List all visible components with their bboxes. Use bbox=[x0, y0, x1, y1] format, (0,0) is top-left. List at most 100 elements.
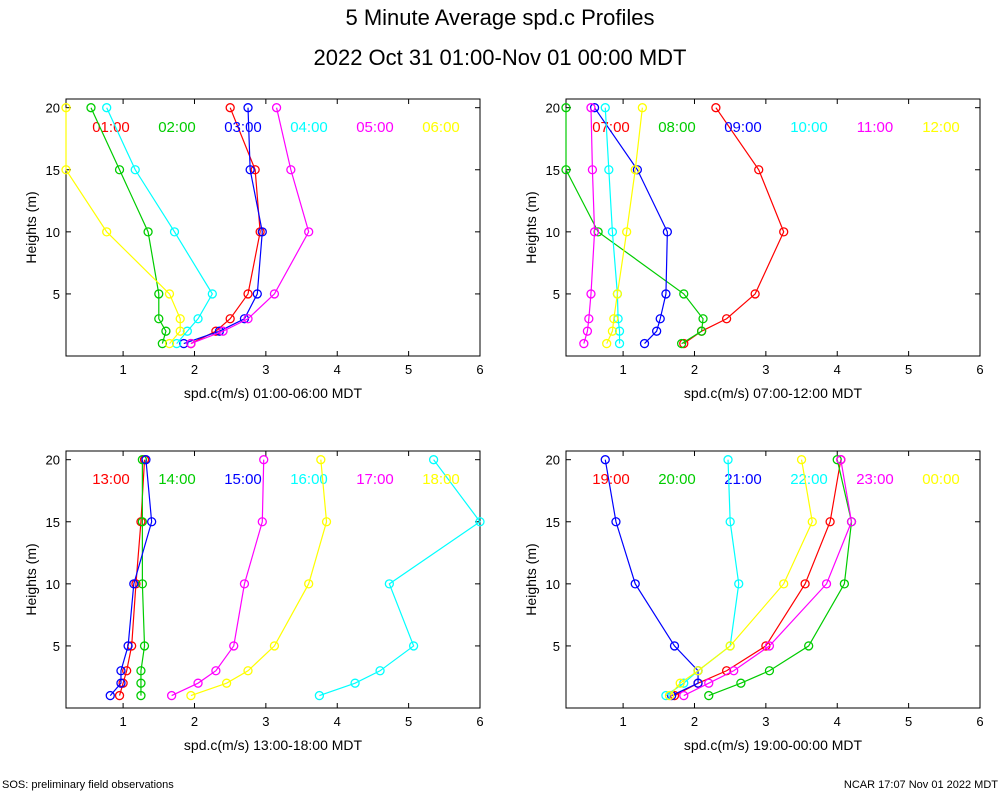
series-line-1900 bbox=[674, 459, 842, 697]
data-point bbox=[630, 165, 640, 175]
data-point bbox=[604, 165, 614, 175]
data-point bbox=[600, 455, 610, 465]
data-point bbox=[221, 678, 232, 688]
footer-note: SOS: preliminary field observations bbox=[2, 779, 174, 791]
data-point bbox=[723, 455, 733, 465]
data-point bbox=[182, 326, 192, 336]
y-tick-label: 10 bbox=[46, 577, 60, 592]
x-tick-label: 6 bbox=[476, 714, 483, 729]
data-point bbox=[836, 455, 846, 465]
data-point bbox=[664, 690, 675, 701]
data-point bbox=[561, 103, 571, 113]
data-point bbox=[122, 666, 132, 676]
data-point bbox=[639, 338, 650, 349]
chart-panel-2: 1 2 3 4 5 6 5 10 15 20 spd.c(m/s) 07:00-12:00 MDT H… bbox=[523, 98, 984, 401]
x-tick-label: 3 bbox=[262, 714, 269, 729]
legend-entry: 07:00 bbox=[592, 119, 630, 136]
data-point bbox=[147, 517, 157, 527]
legend-entry: 17:00 bbox=[356, 471, 394, 488]
data-point bbox=[175, 314, 185, 324]
y-tick-label: 20 bbox=[46, 101, 60, 116]
legend-entry: 20:00 bbox=[658, 471, 696, 488]
data-point bbox=[218, 326, 228, 336]
series-line-0600 bbox=[65, 107, 181, 344]
x-axis-label: spd.c(m/s) 13:00-18:00 MDT bbox=[184, 737, 363, 753]
data-point bbox=[161, 326, 171, 336]
series-line-2000 bbox=[708, 459, 853, 697]
data-point bbox=[61, 103, 71, 113]
series-line-1400 bbox=[140, 459, 146, 696]
data-point bbox=[250, 165, 260, 175]
data-point bbox=[193, 678, 203, 688]
legend-entry: 06:00 bbox=[422, 119, 460, 136]
series-line-0500 bbox=[190, 107, 310, 345]
data-point bbox=[725, 517, 735, 527]
x-tick-label: 6 bbox=[976, 714, 983, 729]
series-line-1600 bbox=[319, 459, 481, 697]
data-point bbox=[584, 314, 594, 324]
y-tick-label: 5 bbox=[53, 287, 60, 302]
plot-frame bbox=[565, 450, 981, 709]
chart-subtitle: 2022 Oct 31 01:00-Nov 01 00:00 MDT bbox=[313, 45, 687, 70]
data-point bbox=[321, 517, 332, 527]
data-point bbox=[622, 227, 632, 237]
data-point bbox=[105, 690, 115, 701]
y-tick-label: 5 bbox=[53, 639, 60, 654]
data-point bbox=[600, 103, 610, 113]
legend-entry: 10:00 bbox=[790, 119, 828, 136]
data-point bbox=[169, 227, 180, 237]
series-line-1800 bbox=[190, 459, 328, 697]
data-point bbox=[136, 678, 146, 688]
x-tick-label: 6 bbox=[976, 362, 983, 377]
x-tick-label: 1 bbox=[119, 714, 126, 729]
data-point bbox=[612, 289, 623, 299]
legend-entry: 18:00 bbox=[422, 471, 460, 488]
data-point bbox=[243, 314, 253, 324]
y-tick-label: 15 bbox=[546, 515, 560, 530]
legend-entry: 11:00 bbox=[857, 119, 893, 136]
legend-entry: 08:00 bbox=[658, 119, 696, 136]
legend-entry: 22:00 bbox=[790, 471, 828, 488]
legend-entry: 00:00 bbox=[922, 471, 960, 488]
plot-frame bbox=[65, 98, 481, 357]
x-tick-label: 1 bbox=[119, 362, 126, 377]
data-point bbox=[408, 641, 419, 651]
data-point bbox=[721, 314, 732, 324]
data-point bbox=[259, 455, 269, 465]
data-point bbox=[655, 314, 665, 324]
y-tick-label: 10 bbox=[546, 577, 560, 592]
x-axis-label: spd.c(m/s) 19:00-00:00 MDT bbox=[684, 737, 863, 753]
y-axis-label: Heights (m) bbox=[23, 543, 39, 615]
data-point bbox=[579, 338, 589, 349]
data-point bbox=[211, 666, 221, 676]
data-point bbox=[725, 641, 735, 651]
data-point bbox=[175, 326, 185, 336]
data-point bbox=[711, 103, 721, 113]
data-point bbox=[123, 641, 133, 651]
data-point bbox=[607, 227, 618, 237]
series-line-0200 bbox=[90, 107, 167, 344]
data-point bbox=[676, 338, 687, 349]
data-point bbox=[137, 517, 148, 527]
data-point bbox=[679, 690, 689, 701]
x-tick-label: 3 bbox=[762, 362, 769, 377]
x-tick-label: 3 bbox=[762, 714, 769, 729]
series-line-1000 bbox=[604, 107, 621, 344]
series-line-0900 bbox=[594, 107, 668, 345]
data-point bbox=[129, 579, 139, 589]
data-point bbox=[102, 103, 112, 113]
data-point bbox=[779, 579, 789, 589]
data-point bbox=[229, 641, 239, 651]
data-point bbox=[384, 579, 394, 589]
x-tick-label: 2 bbox=[191, 714, 198, 729]
y-tick-label: 20 bbox=[546, 453, 560, 468]
data-point bbox=[271, 103, 282, 113]
data-point bbox=[807, 517, 817, 527]
data-point bbox=[179, 338, 189, 349]
data-point bbox=[239, 579, 250, 589]
data-point bbox=[825, 517, 835, 527]
series-line-0800 bbox=[565, 107, 704, 345]
x-tick-label: 5 bbox=[905, 362, 912, 377]
data-point bbox=[696, 326, 707, 336]
